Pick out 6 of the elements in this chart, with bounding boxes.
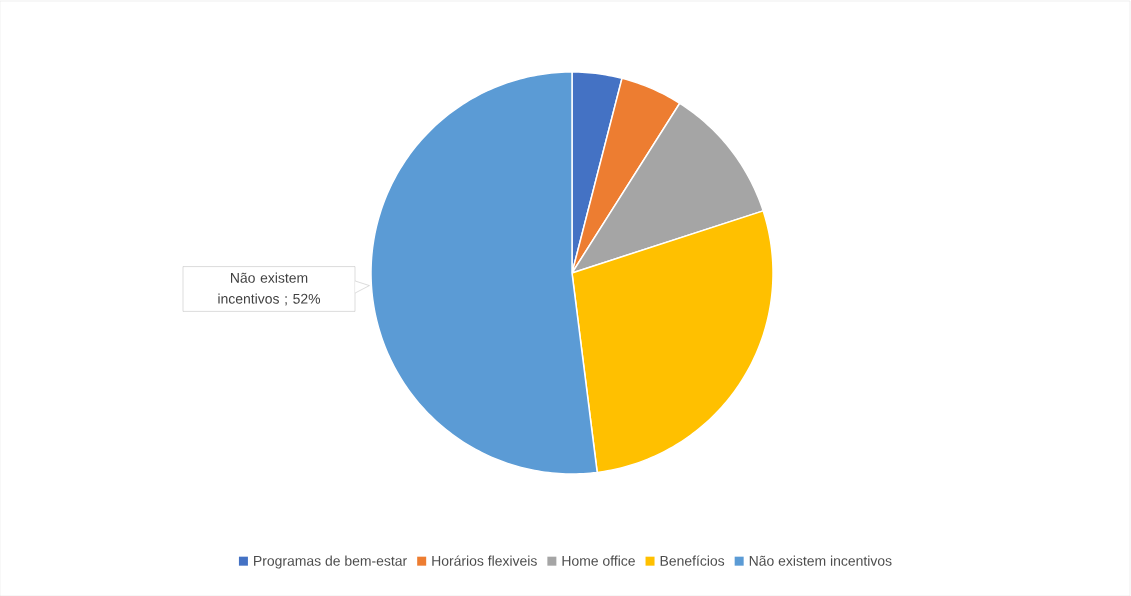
data-label: Não existem incentivos ; 52% (218, 272, 321, 306)
legend-label: Programas de bem-estar (254, 555, 407, 569)
legend-label: Não existem incentivos (749, 555, 892, 566)
legend-label: Benefícios (660, 555, 725, 566)
legend-label: Home office (562, 555, 635, 566)
legend-label: Horários flexiveis (432, 555, 537, 566)
